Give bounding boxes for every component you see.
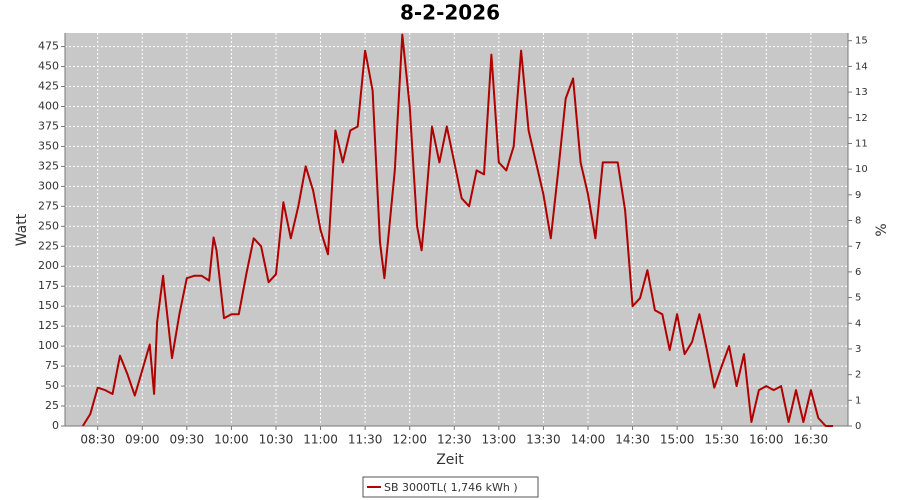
y2-axis-label: % xyxy=(874,223,890,236)
x-tick-label: 10:30 xyxy=(259,433,294,447)
y-tick-label: 225 xyxy=(38,239,59,252)
y-axis-label: Watt xyxy=(14,213,30,246)
x-tick-label: 16:30 xyxy=(794,433,829,447)
x-tick-label: 12:30 xyxy=(437,433,472,447)
x-tick-label: 14:00 xyxy=(571,433,606,447)
y-tick-label: 325 xyxy=(38,159,59,172)
x-tick-label: 09:00 xyxy=(125,433,160,447)
y-tick-label: 125 xyxy=(38,319,59,332)
y2-tick-label: 4 xyxy=(855,318,861,329)
y2-tick-label: 11 xyxy=(855,138,868,149)
chart-title: 8-2-2026 xyxy=(400,1,500,25)
x-tick-label: 16:00 xyxy=(749,433,784,447)
y2-tick-label: 2 xyxy=(855,370,861,381)
y-tick-label: 175 xyxy=(38,279,59,292)
y-tick-label: 50 xyxy=(45,379,59,392)
y-tick-label: 0 xyxy=(52,419,59,432)
y2-tick-label: 3 xyxy=(855,344,861,355)
y2-tick-label: 15 xyxy=(855,36,868,47)
y2-tick-label: 0 xyxy=(855,421,861,432)
x-tick-label: 12:00 xyxy=(392,433,427,447)
y-tick-label: 375 xyxy=(38,119,59,132)
y-tick-label: 25 xyxy=(45,399,59,412)
y2-tick-label: 14 xyxy=(855,61,868,72)
x-tick-label: 13:00 xyxy=(482,433,517,447)
data-line xyxy=(81,33,834,427)
y-tick-label: 200 xyxy=(38,259,59,272)
y2-tick-label: 7 xyxy=(855,241,861,252)
x-tick-label: 11:00 xyxy=(303,433,338,447)
plot-area xyxy=(65,33,848,426)
x-tick-label: 11:30 xyxy=(348,433,383,447)
y-tick-label: 75 xyxy=(45,359,59,372)
y2-tick-label: 13 xyxy=(855,87,868,98)
x-tick-label: 08:30 xyxy=(80,433,115,447)
y2-tick-label: 8 xyxy=(855,216,861,227)
y-tick-label: 275 xyxy=(38,199,59,212)
y-tick-label: 400 xyxy=(38,99,59,112)
y-tick-label: 150 xyxy=(38,299,59,312)
y-tick-label: 450 xyxy=(38,60,59,73)
x-tick-label: 14:30 xyxy=(615,433,650,447)
y-tick-label: 350 xyxy=(38,139,59,152)
y2-tick-label: 1 xyxy=(855,395,861,406)
y2-tick-label: 10 xyxy=(855,164,868,175)
x-tick-label: 15:00 xyxy=(660,433,695,447)
x-tick-label: 13:30 xyxy=(526,433,561,447)
y-tick-label: 100 xyxy=(38,339,59,352)
legend-label: SB 3000TL( 1,746 kWh ) xyxy=(384,481,518,494)
y-tick-label: 300 xyxy=(38,179,59,192)
y2-tick-label: 5 xyxy=(855,293,861,304)
y2-tick-label: 12 xyxy=(855,113,868,124)
y2-tick-label: 9 xyxy=(855,190,861,201)
y2-tick-label: 6 xyxy=(855,267,861,278)
x-tick-label: 15:30 xyxy=(704,433,739,447)
x-axis-label: Zeit xyxy=(436,452,464,468)
y-tick-label: 475 xyxy=(38,40,59,53)
y-tick-label: 425 xyxy=(38,80,59,93)
x-tick-label: 10:00 xyxy=(214,433,249,447)
x-tick-label: 09:30 xyxy=(170,433,205,447)
legend xyxy=(362,476,539,498)
y-tick-label: 250 xyxy=(38,219,59,232)
